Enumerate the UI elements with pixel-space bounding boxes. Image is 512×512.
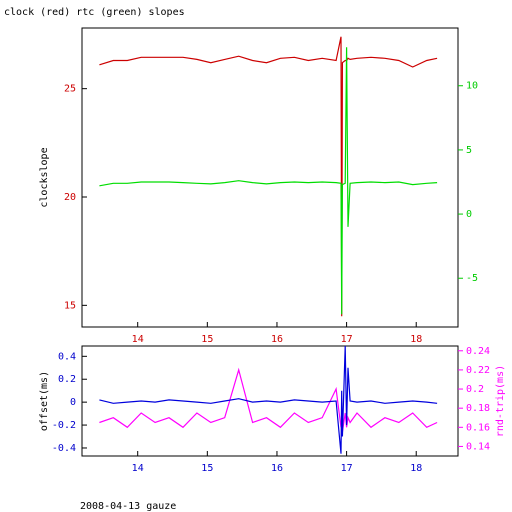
- y-tick-label: 15: [64, 300, 76, 311]
- y-tick-label: -0.2: [52, 420, 76, 431]
- x-tick-label: 14: [132, 463, 144, 474]
- x-tick-label: 14: [132, 334, 144, 345]
- x-tick-label: 16: [271, 334, 283, 345]
- y-axis-label: clockslope: [39, 147, 50, 207]
- y2-tick-label: 0.24: [466, 346, 490, 357]
- y2-tick-label: 0.22: [466, 365, 490, 376]
- y2-axis-label: rnd-trip(ms): [495, 365, 506, 437]
- y2-tick-label: 0: [466, 209, 472, 220]
- x-tick-label: 15: [201, 334, 213, 345]
- y2-tick-label: 0.14: [466, 441, 490, 452]
- y-tick-label: 0.2: [58, 374, 76, 385]
- y-tick-label: -0.4: [52, 443, 76, 454]
- series-line: [99, 47, 438, 315]
- y2-tick-label: -5: [466, 273, 478, 284]
- y-tick-label: 0: [70, 397, 76, 408]
- y-tick-label: 25: [64, 84, 76, 95]
- x-tick-label: 18: [410, 334, 422, 345]
- y2-tick-label: 5: [466, 145, 472, 156]
- x-tick-label: 17: [341, 334, 353, 345]
- x-tick-label: 15: [201, 463, 213, 474]
- y-tick-label: 20: [64, 192, 76, 203]
- x-tick-label: 18: [410, 463, 422, 474]
- y2-tick-label: 10: [466, 81, 478, 92]
- y-axis-label: offset(ms): [39, 371, 50, 431]
- footer: 2008-04-13 gauze: [80, 501, 176, 512]
- y-tick-label: 0.4: [58, 351, 76, 362]
- chart-title: clock (red) rtc (green) slopes: [4, 7, 185, 18]
- y2-tick-label: 0.16: [466, 422, 490, 433]
- plot-frame: [81, 27, 459, 328]
- y2-tick-label: 0.18: [466, 403, 490, 414]
- y2-tick-label: 0.2: [466, 384, 484, 395]
- plot-frame: [81, 345, 459, 457]
- series-line: [99, 367, 438, 433]
- series-line: [99, 345, 438, 454]
- x-tick-label: 16: [271, 463, 283, 474]
- series-line: [99, 36, 438, 317]
- x-tick-label: 17: [341, 463, 353, 474]
